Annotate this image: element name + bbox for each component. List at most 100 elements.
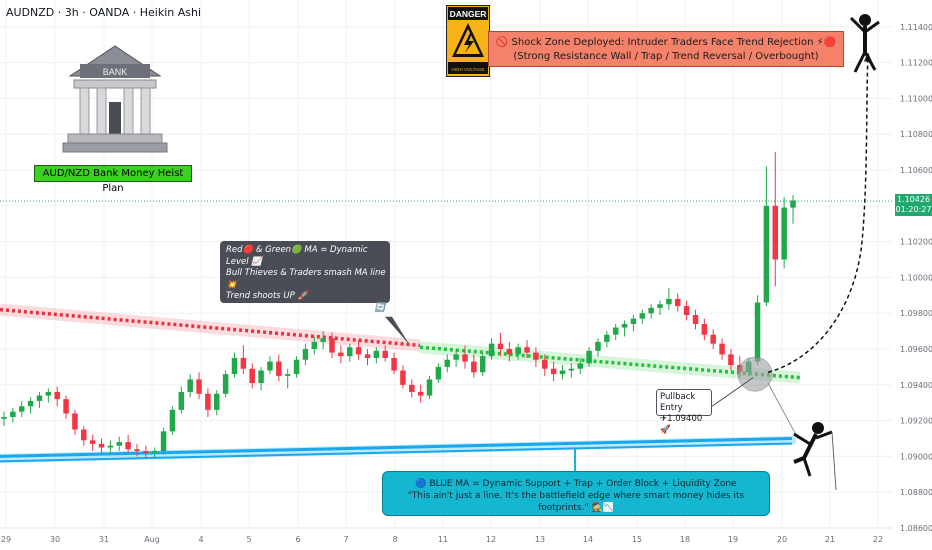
x-tick-label: 15: [632, 535, 642, 544]
candle-body: [10, 411, 16, 418]
candle-body: [45, 391, 52, 396]
y-tick-label: 1.09000: [900, 452, 932, 461]
candle-body: [559, 370, 566, 375]
candle-body: [648, 307, 654, 314]
candle-body: [621, 323, 628, 328]
price-axis-bg: [892, 0, 932, 550]
y-tick-label: 1.11400: [900, 23, 932, 32]
candle-body: [462, 354, 468, 362]
candle-body: [391, 357, 397, 371]
candle-body: [302, 349, 309, 360]
y-tick-label: 1.10000: [900, 273, 932, 282]
blue-ma-band: [0, 436, 797, 463]
danger-word: DANGER: [450, 9, 487, 19]
candle-body: [604, 334, 610, 342]
x-tick-label: 12: [486, 535, 496, 544]
candle-body: [151, 451, 158, 453]
candle-body: [329, 338, 335, 353]
y-tick-label: 1.10600: [900, 166, 932, 175]
candle-body: [231, 357, 238, 375]
candle-body: [98, 443, 105, 448]
x-tick-label: 8: [392, 535, 397, 544]
candle-body: [453, 354, 459, 360]
candle-body: [346, 347, 353, 357]
candle-body: [160, 431, 167, 452]
x-tick-label: 22: [873, 535, 883, 544]
candle-body: [27, 400, 34, 407]
candle-body: [276, 361, 282, 376]
candle-body: [293, 359, 300, 375]
candle-body: [639, 313, 646, 319]
x-tick-label: 14: [583, 535, 593, 544]
candle-body: [417, 391, 424, 396]
y-tick-label: 1.11200: [900, 59, 932, 68]
pullback-value: ✈1.09400🚀: [660, 414, 703, 435]
candle-body: [683, 306, 690, 316]
candle-body: [36, 395, 43, 401]
candle-body: [497, 343, 504, 350]
candle-body: [568, 368, 575, 371]
candle-body: [763, 205, 770, 303]
candle-body: [612, 327, 619, 335]
x-tick-label: 7: [343, 535, 348, 544]
candle-body: [18, 406, 25, 412]
candle-body: [267, 361, 273, 371]
candle-body: [169, 409, 176, 432]
candle-body: [586, 350, 592, 364]
candle-body: [772, 205, 779, 260]
candle-body: [355, 347, 362, 355]
candle-body: [595, 341, 601, 351]
shock-line-2: (Strong Resistance Wall / Trap / Trend R…: [513, 51, 819, 62]
danger-sign-icon: DANGER HIGH VOLTAGE: [446, 5, 490, 77]
pullback-title: Pullback Entry: [660, 392, 696, 413]
candle-body: [284, 374, 291, 376]
candle-body: [178, 391, 185, 410]
blue-ma-line: [0, 437, 793, 458]
jumping-thief-icon: [849, 14, 880, 73]
green-ma-band: [419, 341, 801, 384]
x-tick-label: 31: [99, 535, 109, 544]
candle-body: [214, 393, 220, 410]
candle-body: [382, 350, 388, 358]
candle-body: [550, 368, 557, 375]
candle-body: [63, 399, 69, 414]
candle-body: [196, 379, 202, 394]
ma-callout-line-4: Resistance MA flips to Support MA 🔄: [226, 302, 386, 313]
x-tick-label: 4: [198, 535, 203, 544]
x-tick-label: 18: [680, 535, 690, 544]
pullback-pointer: [711, 377, 754, 407]
blue-ma-line-2: [0, 442, 793, 463]
candle-body: [54, 391, 60, 400]
candles: [1, 152, 796, 459]
current-price-tag: 1.10426 01:20:27: [895, 194, 932, 216]
x-tick-label: 21: [825, 535, 835, 544]
y-tick-label: 1.09400: [900, 381, 932, 390]
candle-body: [338, 352, 344, 357]
candle-body: [692, 315, 699, 324]
candle-body: [240, 357, 247, 369]
bank-word: BANK: [103, 67, 128, 77]
candle-body: [754, 302, 761, 362]
moving-averages: [0, 303, 801, 463]
candle-body: [134, 449, 140, 452]
candle-body: [400, 370, 406, 385]
symbol-title: AUDNZD · 3h · OANDA · Heikin Ashi: [6, 6, 202, 19]
candle-body: [524, 347, 530, 353]
overlays: [385, 52, 872, 471]
x-tick-label: 20: [777, 535, 787, 544]
y-tick-label: 1.09800: [900, 309, 932, 318]
candle-body: [320, 338, 326, 342]
candle-body: [435, 366, 442, 380]
y-tick-label: 1.10800: [900, 130, 932, 139]
candle-body: [205, 393, 211, 410]
candle-body: [72, 413, 78, 430]
candle-body: [373, 350, 380, 358]
price-axis: 1.11400 1.11200 1.11000 1.10800 1.10600 1.104…: [892, 0, 932, 550]
candle-body: [710, 334, 716, 344]
candle-body: [1, 417, 7, 419]
x-tick-label: 13: [535, 535, 545, 544]
shock-line-1: 🚫 Shock Zone Deployed: Intruder Traders …: [495, 37, 837, 48]
y-tick-label: 1.08800: [900, 488, 932, 497]
ma-callout-line-3: Trend shoots UP 🚀: [226, 291, 309, 301]
